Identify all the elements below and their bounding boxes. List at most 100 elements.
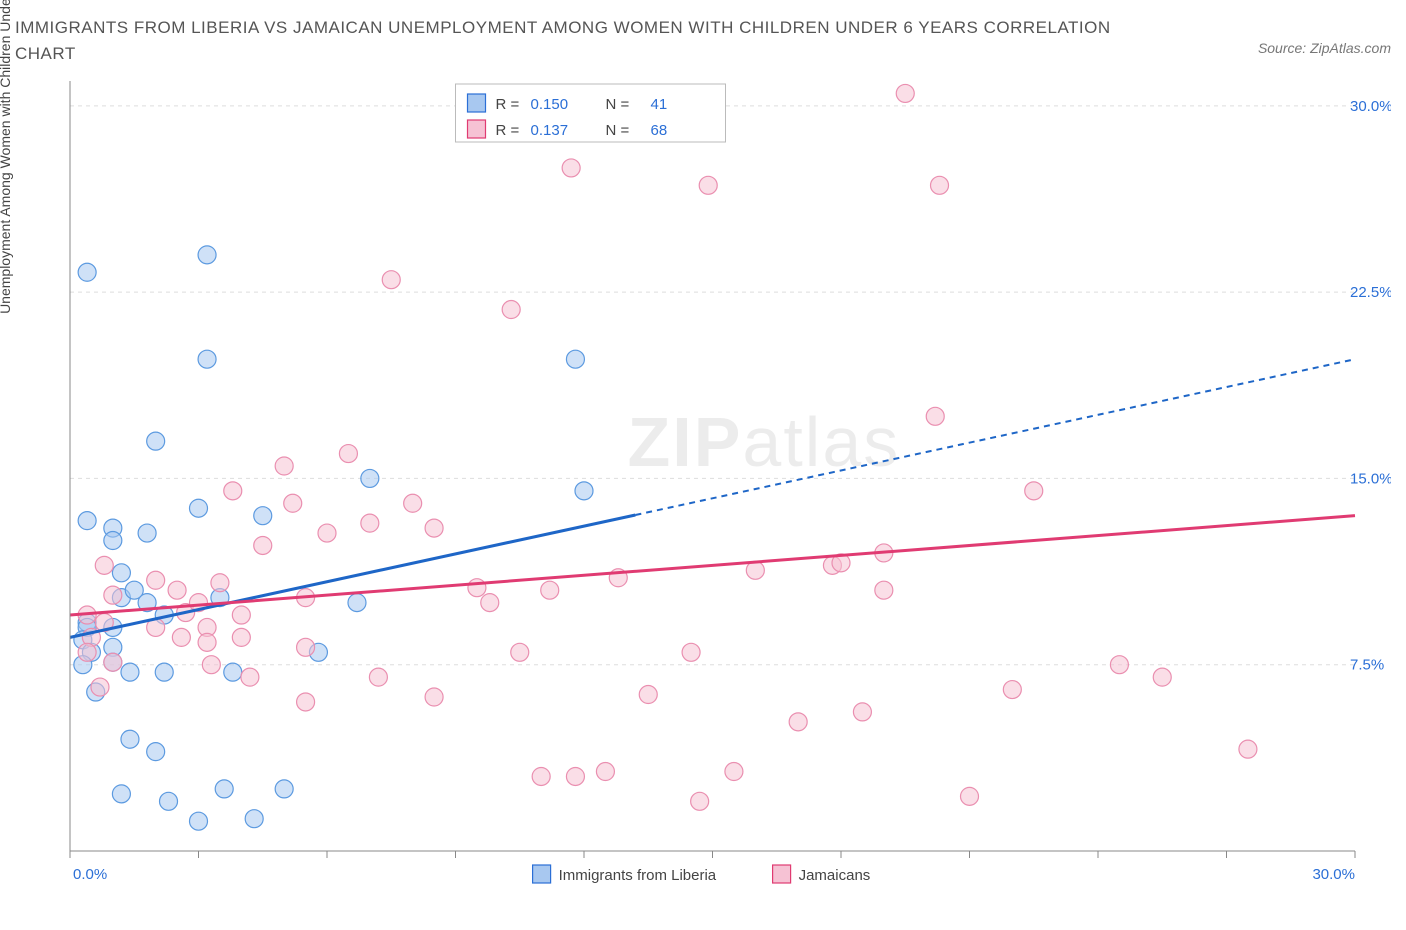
data-point: [789, 713, 807, 731]
r-label: R =: [496, 96, 520, 113]
y-tick-label: 22.5%: [1350, 284, 1391, 301]
data-point: [1003, 681, 1021, 699]
data-point: [339, 445, 357, 463]
data-point: [232, 628, 250, 646]
data-point: [425, 688, 443, 706]
data-point: [78, 512, 96, 530]
data-point: [425, 519, 443, 537]
n-value: 41: [651, 96, 668, 113]
data-point: [725, 763, 743, 781]
y-tick-label: 30.0%: [1350, 98, 1391, 115]
data-point: [1025, 482, 1043, 500]
n-label: N =: [606, 122, 630, 139]
data-point: [532, 767, 550, 785]
data-point: [404, 494, 422, 512]
data-point: [190, 812, 208, 830]
data-point: [691, 792, 709, 810]
source-label: Source: ZipAtlas.com: [1258, 40, 1391, 56]
n-value: 68: [651, 122, 668, 139]
data-point: [155, 663, 173, 681]
legend-label: Immigrants from Liberia: [559, 867, 717, 884]
data-point: [78, 263, 96, 281]
legend-label: Jamaicans: [799, 867, 871, 884]
data-point: [232, 606, 250, 624]
data-point: [1110, 656, 1128, 674]
data-point: [147, 743, 165, 761]
data-point: [361, 469, 379, 487]
r-value: 0.137: [531, 122, 569, 139]
data-point: [575, 482, 593, 500]
data-point: [348, 594, 366, 612]
data-point: [566, 350, 584, 368]
data-point: [190, 499, 208, 517]
data-point: [931, 176, 949, 194]
data-point: [502, 301, 520, 319]
legend-swatch: [533, 865, 551, 883]
y-axis-label: Unemployment Among Women with Children U…: [0, 0, 13, 314]
data-point: [639, 686, 657, 704]
data-point: [275, 457, 293, 475]
data-point: [541, 581, 559, 599]
data-point: [91, 678, 109, 696]
data-point: [121, 730, 139, 748]
data-point: [112, 564, 130, 582]
data-point: [104, 532, 122, 550]
data-point: [566, 767, 584, 785]
data-point: [596, 763, 614, 781]
data-point: [511, 643, 529, 661]
data-point: [147, 432, 165, 450]
data-point: [682, 643, 700, 661]
stats-swatch: [468, 94, 486, 112]
y-tick-label: 7.5%: [1350, 657, 1384, 674]
data-point: [1153, 668, 1171, 686]
y-tick-label: 15.0%: [1350, 470, 1391, 487]
trend-line: [70, 516, 1355, 615]
data-point: [245, 810, 263, 828]
data-point: [481, 594, 499, 612]
data-point: [369, 668, 387, 686]
data-point: [224, 663, 242, 681]
data-point: [211, 574, 229, 592]
chart-title: IMMIGRANTS FROM LIBERIA VS JAMAICAN UNEM…: [15, 15, 1115, 66]
data-point: [254, 536, 272, 554]
x-min-label: 0.0%: [73, 866, 107, 883]
watermark: ZIPatlas: [628, 403, 901, 481]
data-point: [138, 524, 156, 542]
data-point: [104, 586, 122, 604]
data-point: [853, 703, 871, 721]
data-point: [318, 524, 336, 542]
r-label: R =: [496, 122, 520, 139]
data-point: [78, 643, 96, 661]
legend-swatch: [773, 865, 791, 883]
data-point: [468, 579, 486, 597]
data-point: [275, 780, 293, 798]
data-point: [254, 507, 272, 525]
data-point: [562, 159, 580, 177]
data-point: [121, 663, 139, 681]
data-point: [202, 656, 220, 674]
data-point: [361, 514, 379, 532]
stats-swatch: [468, 120, 486, 138]
data-point: [926, 407, 944, 425]
data-point: [198, 246, 216, 264]
r-value: 0.150: [531, 96, 569, 113]
data-point: [382, 271, 400, 289]
n-label: N =: [606, 96, 630, 113]
data-point: [241, 668, 259, 686]
data-point: [699, 176, 717, 194]
data-point: [198, 633, 216, 651]
data-point: [297, 638, 315, 656]
data-point: [147, 571, 165, 589]
correlation-scatter-chart: 7.5% 15.0% 22.5% 30.0% ZIPatlas 0.0% 30.0% Immi…: [15, 71, 1391, 911]
data-point: [284, 494, 302, 512]
data-point: [215, 780, 233, 798]
data-point: [160, 792, 178, 810]
data-point: [104, 653, 122, 671]
data-point: [95, 556, 113, 574]
data-point: [112, 785, 130, 803]
data-point: [875, 581, 893, 599]
data-point: [198, 350, 216, 368]
data-point: [297, 693, 315, 711]
data-point: [224, 482, 242, 500]
x-max-label: 30.0%: [1312, 866, 1355, 883]
